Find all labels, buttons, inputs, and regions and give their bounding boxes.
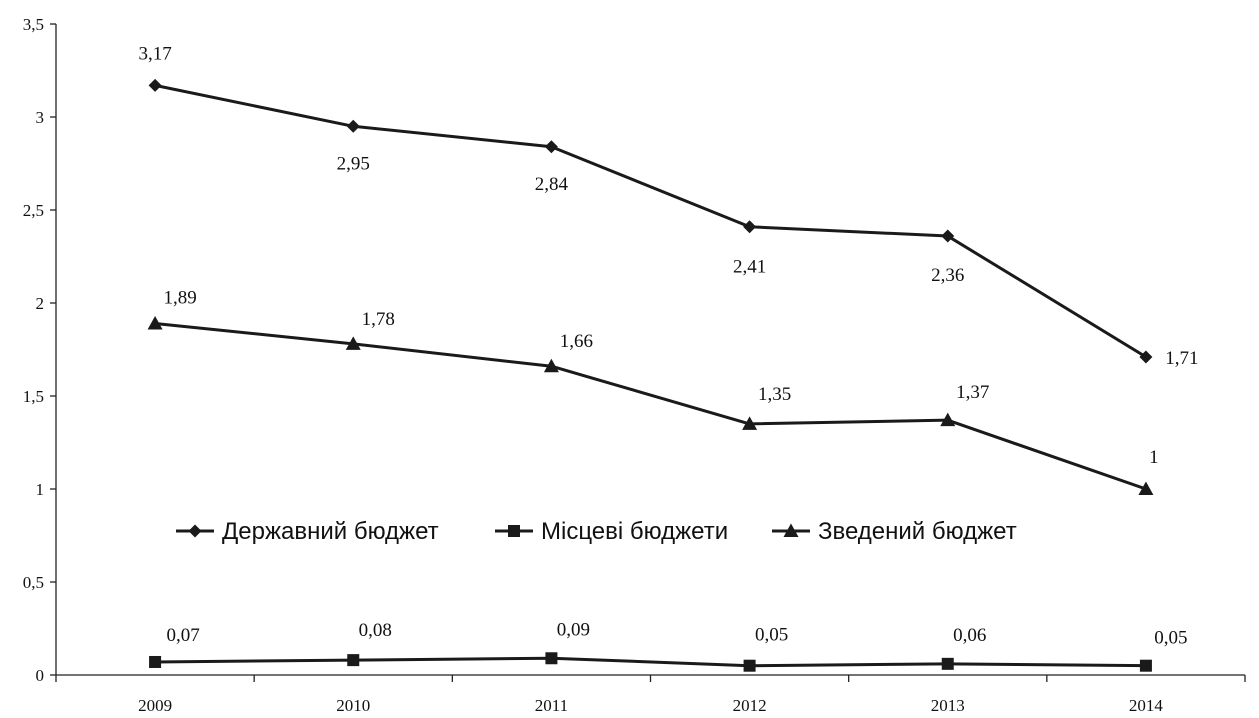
data-label: 1 xyxy=(1149,447,1159,468)
y-tick-label: 0,5 xyxy=(23,573,44,592)
data-label: 0,09 xyxy=(557,619,590,640)
legend-item: Місцеві бюджети xyxy=(495,518,728,545)
series-diamond xyxy=(149,79,1153,364)
data-label: 0,08 xyxy=(359,620,392,641)
data-labels: 3,17 2,95 2,84 2,41 2,36 1,71 0,07 0,08 0,09 0,05… xyxy=(138,43,1198,648)
legend-item: Державний бюджет xyxy=(176,518,439,545)
data-label: 0,05 xyxy=(1154,628,1187,649)
x-tick-label: 2013 xyxy=(931,696,965,715)
data-label: 2,84 xyxy=(535,174,569,195)
series-line xyxy=(155,658,1146,665)
y-tick-label: 0 xyxy=(36,666,45,685)
data-point-diamond-marker xyxy=(941,230,954,243)
data-label: 0,05 xyxy=(755,625,788,646)
data-label: 2,41 xyxy=(733,257,766,278)
series-line xyxy=(155,323,1146,489)
data-point-diamond-marker xyxy=(1139,350,1152,363)
legend: Державний бюджет Місцеві бюджети Зведений … xyxy=(176,518,1017,545)
series-triangle xyxy=(148,316,1154,495)
x-tick-label: 2014 xyxy=(1129,696,1164,715)
x-tick-label: 2012 xyxy=(733,696,767,715)
x-tick-label: 2010 xyxy=(336,696,370,715)
y-tick-label: 3,5 xyxy=(23,15,44,34)
y-tick-label: 2,5 xyxy=(23,201,44,220)
x-tick-label: 2009 xyxy=(138,696,172,715)
data-point-square-marker xyxy=(149,656,161,668)
x-tick-label: 2011 xyxy=(535,696,568,715)
y-tick-label: 2 xyxy=(36,294,45,313)
legend-label: Місцеві бюджети xyxy=(541,518,728,545)
y-tick-label: 1 xyxy=(36,480,45,499)
data-label: 2,95 xyxy=(337,153,370,174)
data-label: 1,37 xyxy=(956,382,989,403)
legend-label: Державний бюджет xyxy=(222,518,439,545)
data-point-square-marker xyxy=(1140,660,1152,672)
data-point-square-marker xyxy=(744,660,756,672)
series-group xyxy=(148,79,1154,672)
y-tick-label: 3 xyxy=(36,108,45,127)
data-label: 1,89 xyxy=(163,287,196,308)
data-label: 1,66 xyxy=(560,331,593,352)
data-label: 1,35 xyxy=(758,384,791,405)
data-point-diamond-marker xyxy=(347,120,360,133)
data-label: 2,36 xyxy=(931,265,964,286)
axes: 0 0,5 1 1,5 2 2,5 3 3,5 2009 2010 2011 2012 2013 2014 xyxy=(23,15,1245,715)
legend-label: Зведений бюджет xyxy=(818,518,1017,545)
data-point-diamond-marker xyxy=(743,220,756,233)
data-label: 1,78 xyxy=(362,309,395,330)
data-point-diamond-marker xyxy=(545,140,558,153)
legend-diamond-marker xyxy=(189,525,202,538)
series-line xyxy=(155,85,1146,357)
data-label: 1,71 xyxy=(1165,348,1198,369)
data-point-diamond-marker xyxy=(149,79,162,92)
legend-item: Зведений бюджет xyxy=(772,518,1017,545)
data-label: 0,06 xyxy=(953,625,986,646)
legend-square-marker xyxy=(508,525,520,537)
data-label: 0,07 xyxy=(166,625,199,646)
y-tick-label: 1,5 xyxy=(23,387,44,406)
data-point-square-marker xyxy=(347,654,359,666)
data-label: 3,17 xyxy=(138,43,171,64)
series-square xyxy=(149,652,1152,671)
data-point-square-marker xyxy=(545,652,557,664)
data-point-square-marker xyxy=(942,658,954,670)
